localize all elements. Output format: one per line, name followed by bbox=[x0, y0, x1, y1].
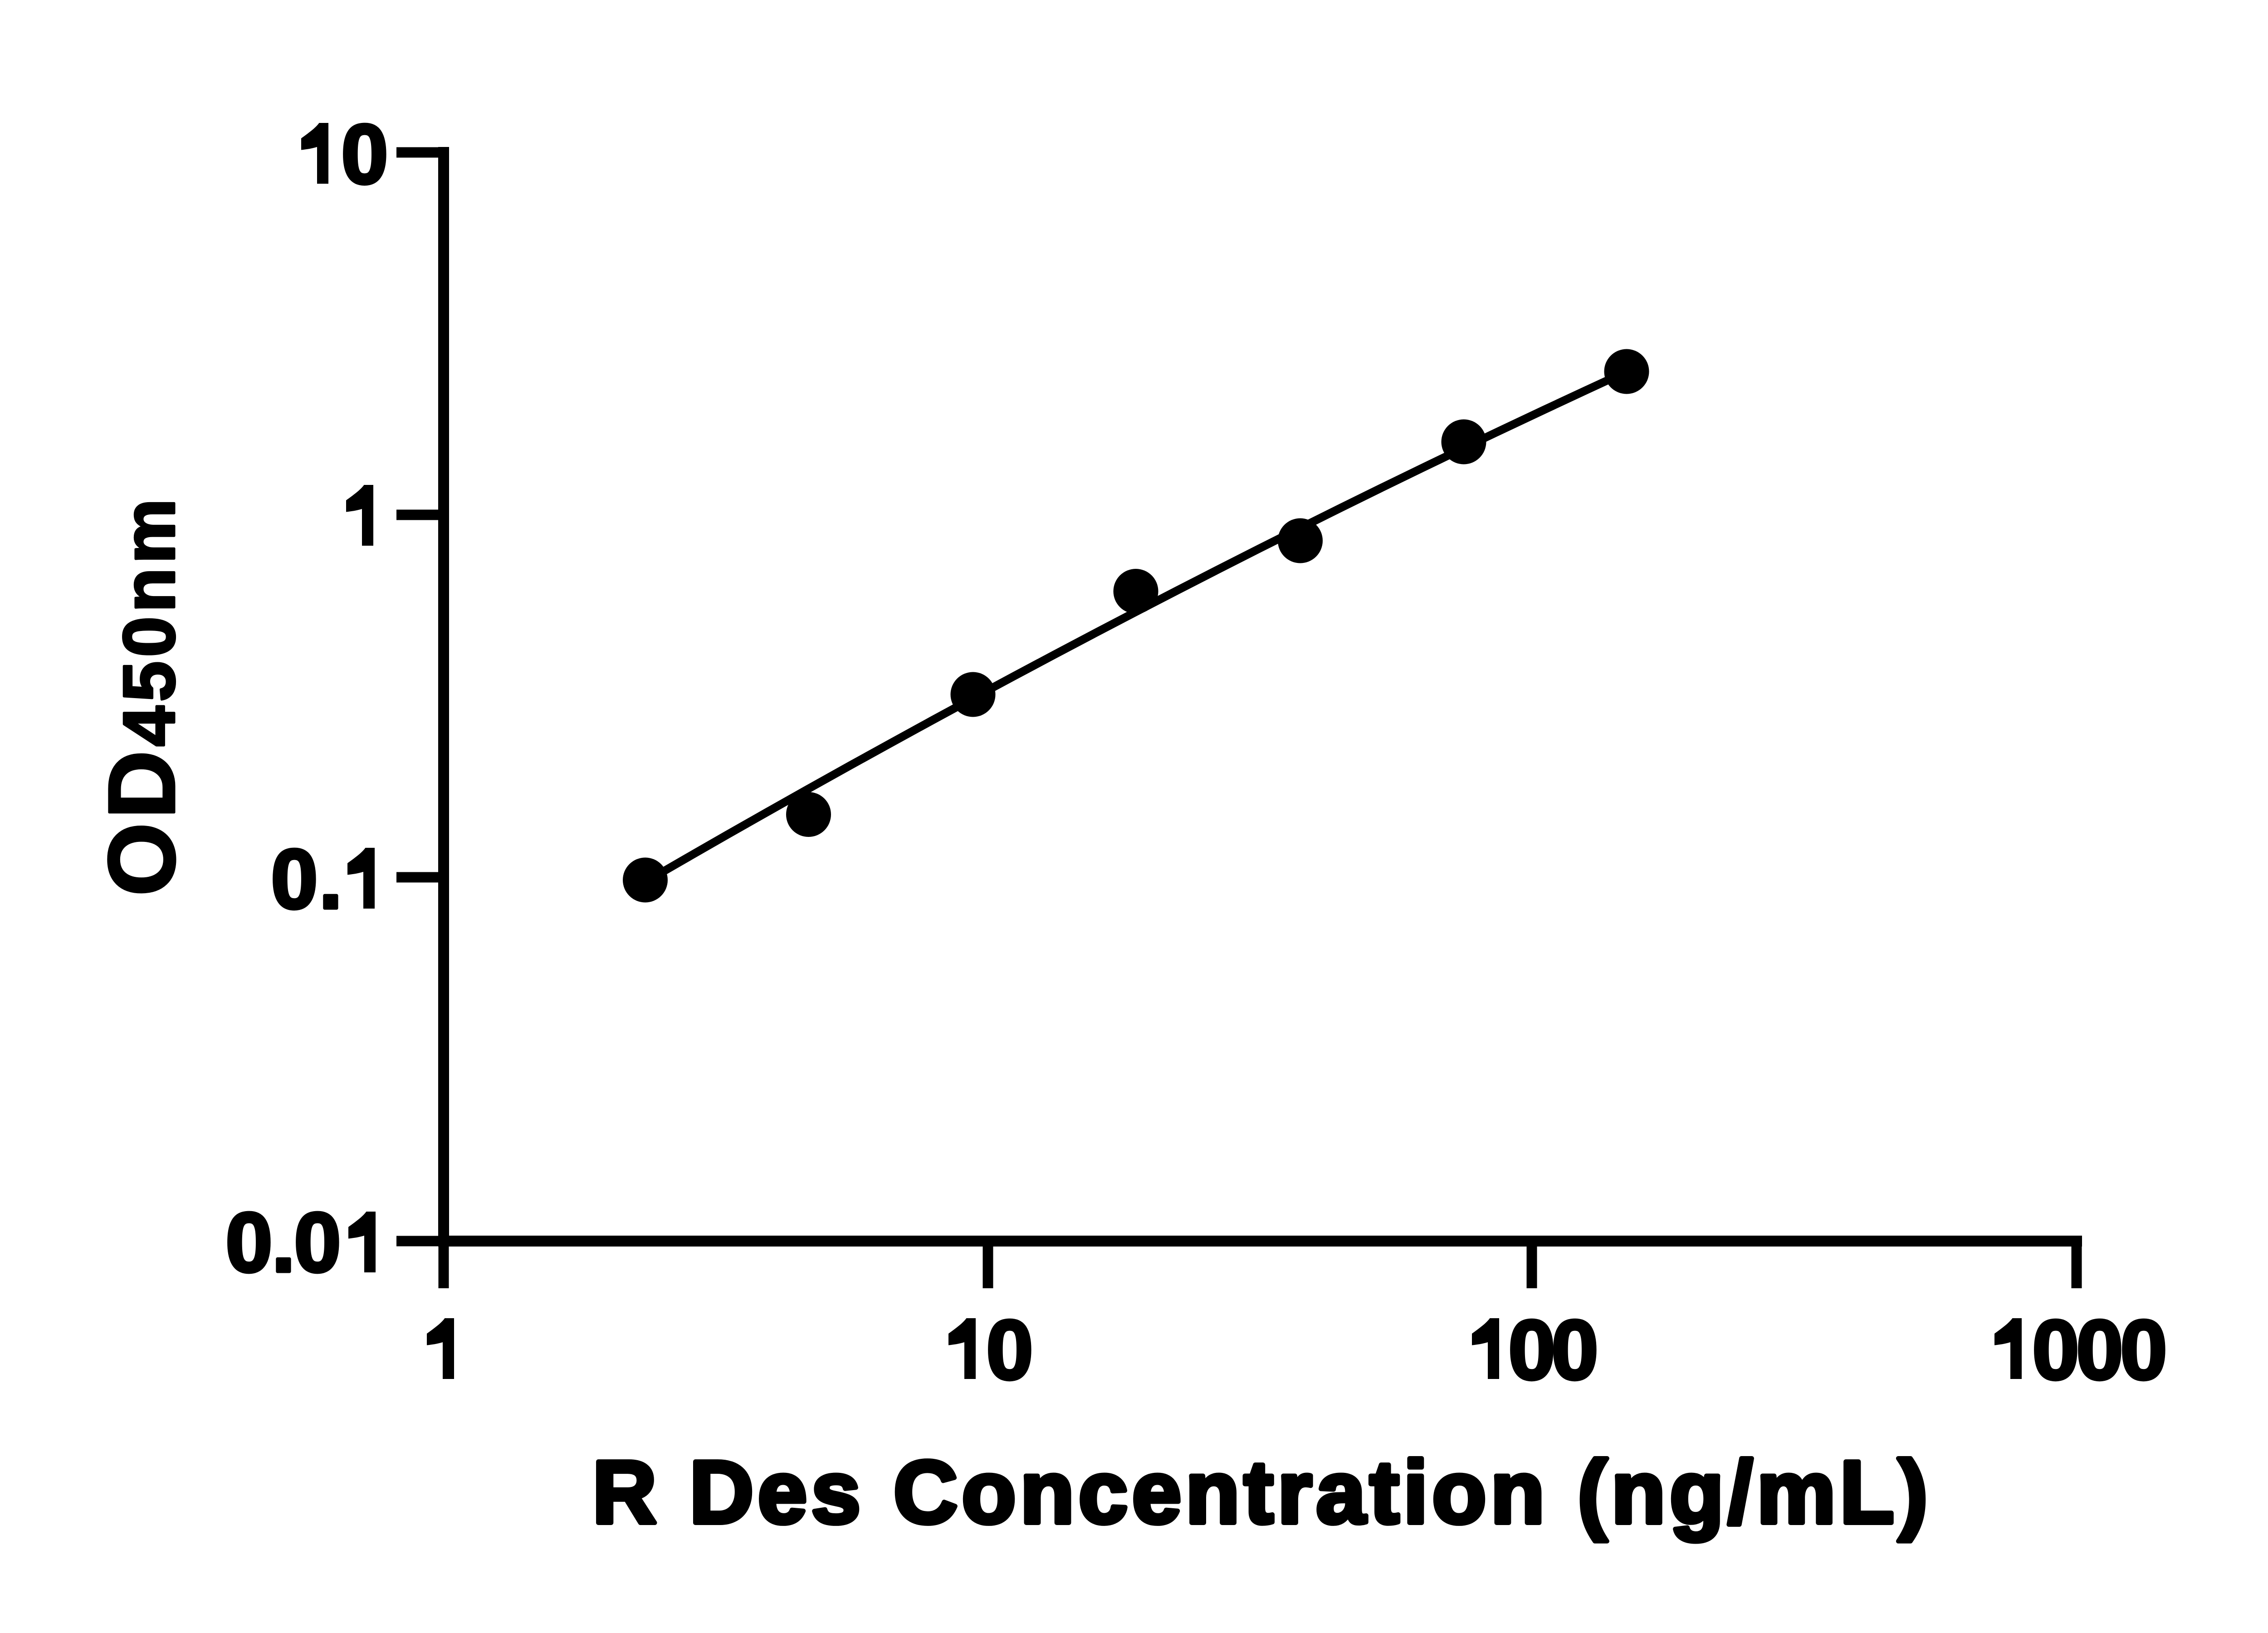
svg-text:0: 0 bbox=[225, 1196, 272, 1290]
svg-text:0: 0 bbox=[271, 832, 318, 926]
svg-text:0: 0 bbox=[2120, 1303, 2167, 1397]
svg-text:.: . bbox=[272, 1196, 295, 1290]
svg-text:R Des Concentration (ng/mL): R Des Concentration (ng/mL) bbox=[592, 1442, 1928, 1542]
svg-text:0: 0 bbox=[294, 1196, 341, 1290]
svg-text:0: 0 bbox=[986, 1303, 1033, 1397]
svg-text:0: 0 bbox=[2076, 1303, 2123, 1397]
svg-text:0: 0 bbox=[1508, 1303, 1555, 1397]
svg-text:0: 0 bbox=[341, 108, 388, 201]
svg-text:0: 0 bbox=[2032, 1303, 2079, 1397]
svg-text:0: 0 bbox=[1551, 1303, 1598, 1397]
svg-text:OD450nm: OD450nm bbox=[89, 494, 195, 896]
svg-text:.: . bbox=[319, 832, 342, 926]
